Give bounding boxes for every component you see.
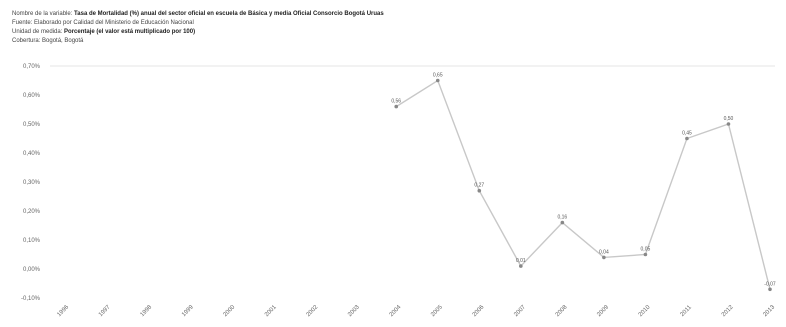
indicator-label: Nombre de la variable: — [12, 11, 73, 17]
x-tick-label: 2011 — [680, 304, 694, 318]
x-tick-label: 1997 — [98, 304, 112, 318]
x-tick-label: 2010 — [638, 304, 652, 318]
data-label: 0,27 — [474, 183, 484, 189]
data-label: 0,05 — [641, 247, 651, 253]
y-tick-label: 0,00% — [23, 267, 41, 273]
data-point — [685, 136, 689, 141]
x-tick-label: 2005 — [430, 304, 444, 318]
x-tick-label: 2008 — [555, 304, 569, 318]
x-tick-label: 2009 — [596, 304, 610, 318]
data-point — [768, 287, 772, 292]
data-label: 0,01 — [516, 258, 526, 264]
data-label: 0,56 — [391, 99, 401, 105]
data-point — [477, 188, 482, 193]
data-label: 0,45 — [682, 131, 692, 137]
y-tick-label: 0,40% — [23, 151, 41, 157]
unit-value: Porcentaje (el valor está multiplicado p… — [64, 29, 196, 35]
chart-metadata: Nombre de la variable: Tasa de Mortalida… — [12, 10, 384, 46]
x-tick-label: 2000 — [223, 304, 237, 318]
unit-label: Unidad de medida: — [12, 29, 63, 35]
x-tick-label: 2013 — [762, 304, 776, 318]
x-tick-label: 2002 — [306, 304, 320, 318]
data-point — [602, 255, 606, 260]
x-tick-label: 1999 — [181, 304, 195, 318]
coverage-row: Cobertura: Bogotá, Bogotá — [12, 37, 384, 46]
y-tick-label: 0,50% — [23, 122, 41, 128]
data-point — [560, 220, 565, 225]
data-label: 0,65 — [433, 73, 443, 79]
y-tick-label: 0,70% — [23, 64, 41, 70]
data-point — [519, 264, 523, 268]
source-row: Fuente: Elaborado por Calidad del Minist… — [12, 19, 384, 28]
y-tick-label: -0,10% — [21, 296, 41, 302]
y-tick-label: 0,10% — [23, 238, 41, 244]
data-point — [394, 104, 399, 109]
source-value: Elaborado por Calidad del Ministerio de … — [34, 20, 194, 26]
y-tick-label: 0,30% — [23, 180, 41, 186]
x-tick-label: 2001 — [264, 304, 278, 318]
data-label: 0,04 — [599, 249, 609, 255]
data-point — [435, 78, 440, 83]
x-tick-label: 1996 — [56, 304, 70, 318]
indicator-value: Tasa de Mortalidad (%) anual del sector … — [74, 11, 384, 17]
data-label: 0,50 — [724, 116, 734, 122]
x-tick-label: 1998 — [140, 304, 154, 318]
indicator-row: Nombre de la variable: Tasa de Mortalida… — [12, 10, 384, 19]
series-group: 0,56 0,65 0,27 0,01 0,16 0,04 0,05 0,45 0,50 -0,0… — [391, 73, 776, 292]
x-tick-label: 2012 — [721, 304, 735, 318]
data-label: -0,07 — [764, 281, 776, 287]
x-axis: 1996 1997 1998 1999 2000 2001 2002 2003 2004 2005… — [56, 304, 776, 318]
series-line — [395, 79, 771, 290]
y-axis: 0,70% 0,60% 0,50% 0,40% 0,30% 0,20% 0,10% 0,00%… — [21, 64, 41, 302]
data-point — [643, 252, 648, 257]
coverage-text: Cobertura: Bogotá, Bogotá — [12, 38, 84, 44]
y-tick-label: 0,20% — [23, 209, 41, 215]
x-tick-label: 2003 — [347, 304, 361, 318]
x-tick-label: 2006 — [472, 304, 486, 318]
y-tick-label: 0,60% — [23, 93, 41, 99]
data-label: 0,16 — [557, 215, 567, 221]
x-tick-label: 2007 — [513, 304, 527, 318]
x-tick-label: 2004 — [389, 304, 403, 318]
data-point — [726, 122, 731, 126]
source-label: Fuente: — [12, 20, 33, 26]
unit-row: Unidad de medida: Porcentaje (el valor e… — [12, 28, 384, 37]
